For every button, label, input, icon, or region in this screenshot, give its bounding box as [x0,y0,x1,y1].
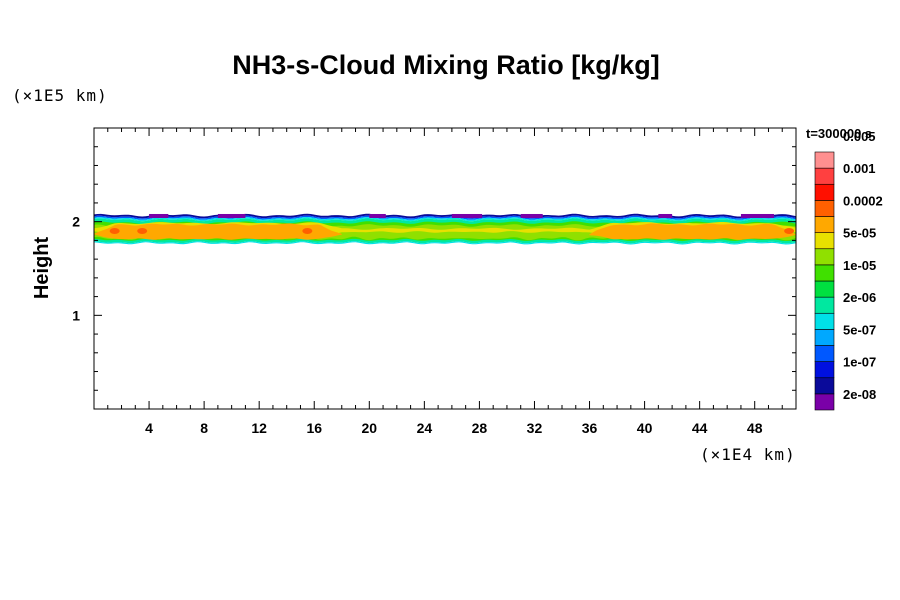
colorbar-label: 0.001 [843,161,876,176]
x-tick-label: 4 [145,420,153,436]
colorbar-swatch [814,296,835,314]
chart-title: NH3-s-Cloud Mixing Ratio [kg/kg] [232,50,660,80]
y-axis-label: Height [31,237,53,300]
y-axis-unit-label: (×1E5 km) [12,86,108,105]
colorbar-swatch [814,312,835,330]
x-tick-label: 20 [362,420,378,436]
top-patch [658,213,673,218]
top-patch [520,213,543,218]
x-tick-label: 8 [200,420,208,436]
colorbar-swatch [814,345,835,362]
x-tick-label: 36 [582,420,598,436]
top-patch [217,213,246,218]
colorbar-swatch [814,232,835,250]
top-patch [369,213,386,218]
top-patch [740,213,774,218]
x-tick-label: 28 [472,420,488,436]
x-axis-ticks: 4 8 12 16 20 24 28 32 36 40 44 48 [107,128,783,436]
top-patch [451,213,483,218]
x-tick-label: 32 [527,420,543,436]
colorbar-label: 2e-08 [843,387,876,402]
plot-frame [93,127,797,410]
y-tick-label: 2 [72,214,80,230]
layer-band-base [94,241,796,245]
max-spot [109,228,120,235]
colorbar-swatch [814,329,835,346]
y-tick-label: 1 [72,307,80,323]
layer-band-5e-07 [94,215,796,220]
colorbar-label: 1e-05 [843,258,876,273]
colorbar-swatch [814,167,835,185]
colorbar-label: 2e-06 [843,290,876,305]
x-tick-label: 48 [747,420,763,436]
x-tick-label: 16 [306,420,322,436]
colorbar-swatch [814,151,835,169]
x-tick-label: 44 [692,420,708,436]
colorbar-label: 0.0002 [843,193,883,208]
time-label: t=300000 s [806,126,872,141]
colorbar-label: 1e-07 [843,355,876,370]
colorbar-swatch [814,248,835,266]
colorbar: 2e-08 1e-07 5e-07 2e-06 1e-05 5e-05 0.0002 0.00… [814,129,883,411]
max-spot [137,228,148,235]
y-axis-ticks: 12 [72,146,796,391]
colorbar-swatch [814,264,835,282]
core-band-0.0002 [94,223,342,240]
layer-band-2e-06 [94,217,796,222]
colorbar-swatch [814,183,835,201]
x-tick-label: 24 [417,420,433,436]
x-tick-label: 12 [251,420,267,436]
x-axis-unit-label: (×1E4 km) [700,445,796,464]
x-tick-label: 40 [637,420,653,436]
colorbar-label: 0.005 [843,129,876,144]
max-spot [302,228,313,235]
colorbar-swatch [814,216,835,233]
colorbar-label: 5e-07 [843,322,876,337]
cloud-field [94,213,796,245]
core-band-0.0002 [589,223,796,240]
max-spot [784,228,795,235]
cloud-max-spots [109,228,795,235]
colorbar-swatch [814,393,835,411]
layer-band-2e-08 [94,213,796,219]
colorbar-swatch [814,280,835,298]
colorbar-swatch [814,377,835,395]
colorbar-swatch [814,200,835,217]
top-patch [149,213,169,218]
colorbar-swatch [814,361,835,379]
colorbar-label: 5e-05 [843,226,876,241]
